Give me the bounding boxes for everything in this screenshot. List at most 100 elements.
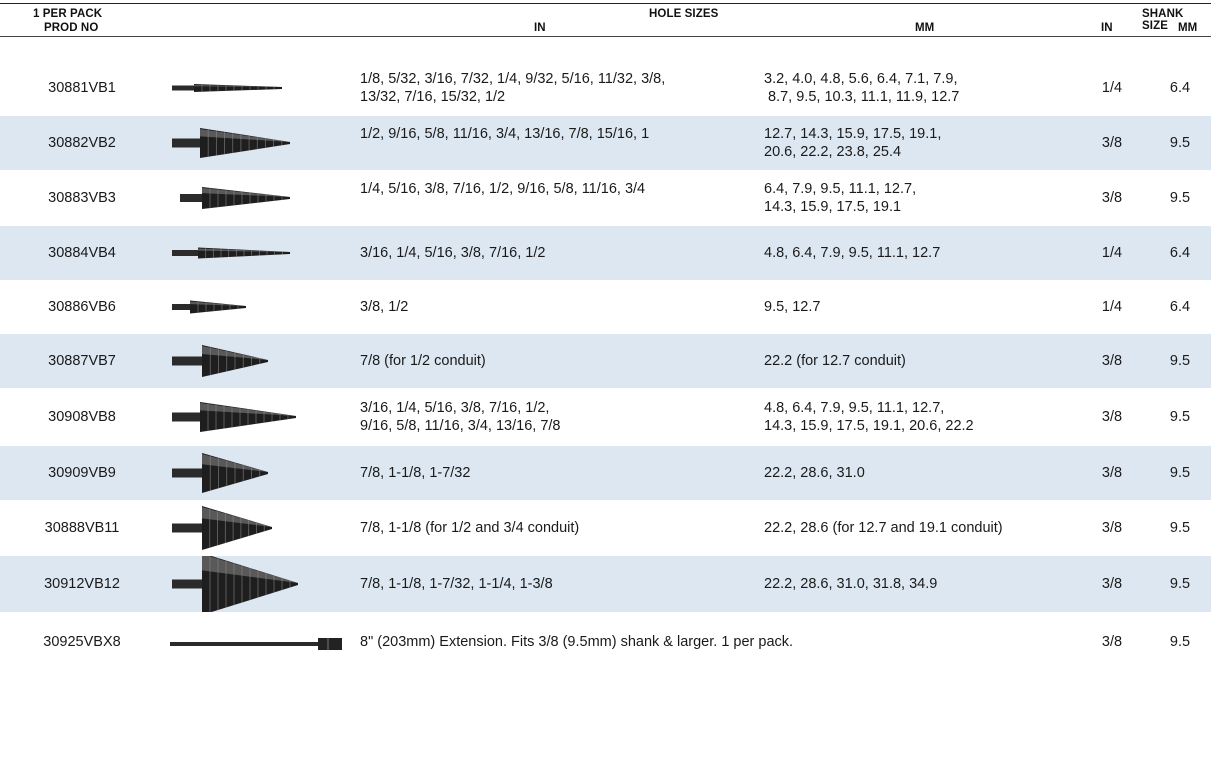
hole-sizes-mm: 4.8, 6.4, 7.9, 9.5, 11.1, 12.7 bbox=[764, 244, 1096, 262]
product-number: 30883VB3 bbox=[48, 190, 116, 206]
shank-size-in: 3/8 bbox=[1101, 135, 1123, 151]
shank-size-mm: 9.5 bbox=[1169, 576, 1191, 592]
step-drill-bit-icon bbox=[172, 128, 290, 158]
extension-bar-icon bbox=[170, 638, 342, 650]
step-drill-bit-icon bbox=[172, 345, 268, 377]
header-hole-in: IN bbox=[534, 22, 546, 34]
shank-size-in: 3/8 bbox=[1101, 634, 1123, 650]
hole-sizes-mm-line: 9.5, 12.7 bbox=[764, 299, 821, 315]
header-rule bbox=[0, 36, 1211, 37]
product-number: 30881VB1 bbox=[48, 80, 116, 96]
product-number: 30888VB11 bbox=[44, 520, 120, 536]
hole-sizes-in: 1/4, 5/16, 3/8, 7/16, 1/2, 9/16, 5/8, 11… bbox=[360, 180, 752, 198]
table-row: 30881VB1 1/8, 5/32, 3/16, 7/32, 1/4, 9/32… bbox=[0, 60, 1211, 116]
shank-size-in: 3/8 bbox=[1101, 409, 1123, 425]
table-row: 30882VB2 1/2, 9/16, 5/8, 11/16, 3/4, 13/1… bbox=[0, 116, 1211, 170]
product-number: 30886VB6 bbox=[48, 299, 116, 315]
table-row: 30883VB3 1/4, 5/16, 3/8, 7/16, 1/2, 9/16,… bbox=[0, 170, 1211, 226]
product-number: 30925VBX8 bbox=[43, 634, 121, 650]
product-number: 30884VB4 bbox=[48, 245, 116, 261]
step-drill-bit-icon bbox=[172, 556, 298, 612]
table-row: 30887VB7 7/8 (for 1/2 conduit) 22.2 (for 1… bbox=[0, 334, 1211, 388]
hole-sizes-in-line: 7/8, 1-1/8, 1-7/32 bbox=[360, 465, 471, 481]
product-number: 30909VB9 bbox=[48, 465, 116, 481]
product-number: 30912VB12 bbox=[44, 576, 120, 592]
hole-sizes-in-line: 7/8, 1-1/8 (for 1/2 and 3/4 conduit) bbox=[360, 520, 580, 536]
step-drill-bit-icon bbox=[172, 247, 290, 259]
hole-sizes-in: 1/2, 9/16, 5/8, 11/16, 3/4, 13/16, 7/8, … bbox=[360, 125, 752, 143]
hole-sizes-in-line: 3/16, 1/4, 5/16, 3/8, 7/16, 1/2 bbox=[360, 245, 546, 261]
shank-size-in: 1/4 bbox=[1101, 245, 1123, 261]
hole-sizes-mm-line: 8.7, 9.5, 10.3, 11.1, 11.9, 12.7 bbox=[764, 89, 960, 105]
hole-sizes-mm-line: 6.4, 7.9, 9.5, 11.1, 12.7, bbox=[764, 181, 917, 197]
hole-sizes-mm: 12.7, 14.3, 15.9, 17.5, 19.1, 20.6, 22.2,… bbox=[764, 125, 1096, 161]
hole-sizes-in: 7/8, 1-1/8 (for 1/2 and 3/4 conduit) bbox=[360, 519, 752, 537]
shank-size-mm: 9.5 bbox=[1169, 190, 1191, 206]
product-number: 30887VB7 bbox=[48, 353, 116, 369]
top-rule bbox=[0, 3, 1211, 4]
table-row: 30908VB8 3/16, 1/4, 5/16, 3/8, 7/16, 1/2,… bbox=[0, 388, 1211, 446]
hole-sizes-in-line: 7/8 (for 1/2 conduit) bbox=[360, 353, 486, 369]
hole-sizes-in: 1/8, 5/32, 3/16, 7/32, 1/4, 9/32, 5/16, … bbox=[360, 70, 752, 106]
shank-size-in: 1/4 bbox=[1101, 299, 1123, 315]
step-drill-bit-icon bbox=[172, 84, 282, 92]
hole-sizes-in: 7/8 (for 1/2 conduit) bbox=[360, 352, 752, 370]
hole-sizes-mm-line: 22.2, 28.6, 31.0 bbox=[764, 465, 865, 481]
header-hole-sizes: HOLE SIZES bbox=[649, 8, 719, 20]
product-number: 30882VB2 bbox=[48, 135, 116, 151]
hole-sizes-in-line: 3/8, 1/2 bbox=[360, 299, 409, 315]
hole-sizes-in-line: 13/32, 7/16, 15/32, 1/2 bbox=[360, 89, 506, 105]
shank-size-in: 3/8 bbox=[1101, 465, 1123, 481]
shank-size-mm: 6.4 bbox=[1169, 80, 1191, 96]
hole-sizes-mm-line: 14.3, 15.9, 17.5, 19.1, 20.6, 22.2 bbox=[764, 418, 974, 434]
table-row: 30884VB4 3/16, 1/4, 5/16, 3/8, 7/16, 1/2 4… bbox=[0, 226, 1211, 280]
header-shank-size: SHANK SIZE bbox=[1142, 8, 1184, 32]
product-number: 30908VB8 bbox=[48, 409, 116, 425]
shank-size-mm: 9.5 bbox=[1169, 409, 1191, 425]
hole-sizes-mm-line: 4.8, 6.4, 7.9, 9.5, 11.1, 12.7, bbox=[764, 400, 945, 416]
hole-sizes-mm: 6.4, 7.9, 9.5, 11.1, 12.7, 14.3, 15.9, 17… bbox=[764, 180, 1096, 216]
hole-sizes-in-line: 1/4, 5/16, 3/8, 7/16, 1/2, 9/16, 5/8, 11… bbox=[360, 181, 646, 197]
hole-sizes-in-line: 7/8, 1-1/8, 1-7/32, 1-1/4, 1-3/8 bbox=[360, 576, 553, 592]
shank-size-mm: 6.4 bbox=[1169, 245, 1191, 261]
hole-sizes-in: 3/16, 1/4, 5/16, 3/8, 7/16, 1/2 bbox=[360, 244, 752, 262]
shank-size-in: 3/8 bbox=[1101, 520, 1123, 536]
header-prod-no: PROD NO bbox=[44, 22, 99, 34]
hole-sizes-mm: 22.2, 28.6, 31.0, 31.8, 34.9 bbox=[764, 575, 1096, 593]
extension-description: 8" (203mm) Extension. Fits 3/8 (9.5mm) s… bbox=[360, 634, 794, 650]
hole-sizes-in-line: 9/16, 5/8, 11/16, 3/4, 13/16, 7/8 bbox=[360, 418, 561, 434]
table-row: 30886VB6 3/8, 1/2 9.5, 12.7 1/4 6.4 bbox=[0, 280, 1211, 334]
step-drill-bit-icon bbox=[172, 402, 296, 432]
header-hole-mm: MM bbox=[915, 22, 935, 34]
step-drill-bit-icon bbox=[172, 506, 272, 550]
shank-size-mm: 9.5 bbox=[1169, 353, 1191, 369]
hole-sizes-mm: 9.5, 12.7 bbox=[764, 298, 1096, 316]
hole-sizes-mm: 22.2, 28.6 (for 12.7 and 19.1 conduit) bbox=[764, 519, 1096, 537]
table-row: 30912VB12 7/8, 1-1/8, 1-7/32, 1-1/4, 1-3/… bbox=[0, 556, 1211, 612]
hole-sizes-in-line: 1/8, 5/32, 3/16, 7/32, 1/4, 9/32, 5/16, … bbox=[360, 71, 666, 87]
hole-sizes-in-line: 1/2, 9/16, 5/8, 11/16, 3/4, 13/16, 7/8, … bbox=[360, 126, 650, 142]
hole-sizes-mm: 22.2 (for 12.7 conduit) bbox=[764, 352, 1096, 370]
shank-size-in: 1/4 bbox=[1101, 80, 1123, 96]
table-row: 30909VB9 7/8, 1-1/8, 1-7/32 22.2, 28.6, 31… bbox=[0, 446, 1211, 500]
shank-size-mm: 6.4 bbox=[1169, 299, 1191, 315]
hole-sizes-mm-line: 14.3, 15.9, 17.5, 19.1 bbox=[764, 199, 902, 215]
shank-size-in: 3/8 bbox=[1101, 190, 1123, 206]
hole-sizes-mm-line: 12.7, 14.3, 15.9, 17.5, 19.1, bbox=[764, 126, 942, 142]
step-drill-bit-icon bbox=[172, 300, 246, 314]
hole-sizes-mm-line: 22.2, 28.6, 31.0, 31.8, 34.9 bbox=[764, 576, 938, 592]
step-drill-bit-icon bbox=[172, 453, 268, 493]
shank-size-mm: 9.5 bbox=[1169, 520, 1191, 536]
step-drill-bit-icon bbox=[180, 187, 290, 209]
shank-size-in: 3/8 bbox=[1101, 576, 1123, 592]
table-row-extension: 30925VBX8 8" (203mm) Extension. Fits 3/8 … bbox=[0, 612, 1211, 672]
hole-sizes-mm-line: 20.6, 22.2, 23.8, 25.4 bbox=[764, 144, 902, 160]
header-shank-mm: MM bbox=[1178, 22, 1198, 34]
shank-size-in: 3/8 bbox=[1101, 353, 1123, 369]
hole-sizes-mm: 3.2, 4.0, 4.8, 5.6, 6.4, 7.1, 7.9, 8.7, … bbox=[764, 70, 1096, 106]
hole-sizes-mm-line: 22.2 (for 12.7 conduit) bbox=[764, 353, 906, 369]
header-shank-in: IN bbox=[1101, 22, 1113, 34]
hole-sizes-mm-line: 4.8, 6.4, 7.9, 9.5, 11.1, 12.7 bbox=[764, 245, 941, 261]
hole-sizes-in: 3/16, 1/4, 5/16, 3/8, 7/16, 1/2, 9/16, 5/… bbox=[360, 399, 752, 435]
